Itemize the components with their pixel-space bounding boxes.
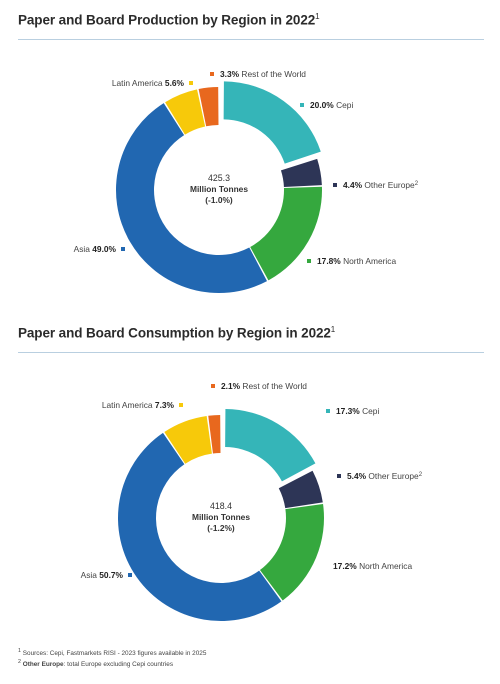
center-text-2: Million Tonnes bbox=[192, 512, 250, 522]
name-latin-america: Latin America bbox=[102, 400, 155, 410]
name-north-america: North America bbox=[341, 256, 397, 266]
slice-north-america bbox=[250, 186, 322, 281]
svg-text:Latin America 5.6%: Latin America 5.6% bbox=[112, 78, 185, 88]
legend-marker-asia bbox=[121, 247, 125, 251]
svg-text:Latin America 7.3%: Latin America 7.3% bbox=[102, 400, 175, 410]
legend-marker-latin-america bbox=[189, 81, 193, 85]
svg-text:17.8% North America: 17.8% North America bbox=[317, 256, 396, 266]
legend-marker-rest-of-the-world bbox=[211, 384, 215, 388]
legend-marker-cepi bbox=[300, 103, 304, 107]
chart-1-rule bbox=[18, 39, 484, 40]
svg-text:Asia 49.0%: Asia 49.0% bbox=[74, 244, 117, 254]
center-text-3: (-1.2%) bbox=[207, 523, 235, 533]
value-north-america: 17.2% bbox=[333, 561, 357, 571]
legend-marker-other-europe bbox=[337, 474, 341, 478]
center-text-3: (-1.0%) bbox=[205, 195, 233, 205]
label-cepi: 17.3% Cepi bbox=[326, 406, 379, 416]
label-latin-america: Latin America 5.6% bbox=[112, 78, 193, 88]
legend-marker-rest-of-the-world bbox=[210, 72, 214, 76]
center-text-1: 418.4 bbox=[210, 501, 232, 511]
label-north-america: 17.8% North America bbox=[307, 256, 396, 266]
slice-asia bbox=[115, 103, 268, 294]
name-other-europe: Other Europe bbox=[362, 180, 415, 190]
label-asia: Asia 50.7% bbox=[81, 570, 132, 580]
name-rest-of-the-world: Rest of the World bbox=[240, 381, 307, 391]
svg-text:17.3% Cepi: 17.3% Cepi bbox=[336, 406, 379, 416]
svg-text:17.2% North America: 17.2% North America bbox=[333, 561, 412, 571]
value-latin-america: 7.3% bbox=[155, 400, 175, 410]
name-rest-of-the-world: Rest of the World bbox=[239, 69, 306, 79]
legend-marker-asia bbox=[128, 573, 132, 577]
footnote-2: 2 Other Europe: total Europe excluding C… bbox=[18, 659, 174, 669]
center-text-1: 425.3 bbox=[208, 173, 230, 183]
svg-text:2.1% Rest of the World: 2.1% Rest of the World bbox=[221, 381, 307, 391]
sup-other-europe: 2 bbox=[415, 181, 419, 187]
label-rest-of-the-world: 2.1% Rest of the World bbox=[211, 381, 307, 391]
chart-2-title: Paper and Board Consumption by Region in… bbox=[18, 325, 336, 341]
name-asia: Asia bbox=[81, 570, 100, 580]
name-latin-america: Latin America bbox=[112, 78, 165, 88]
label-latin-america: Latin America 7.3% bbox=[102, 400, 183, 410]
value-rest-of-the-world: 2.1% bbox=[221, 381, 241, 391]
slice-rest-of-the-world bbox=[198, 87, 219, 127]
svg-text:Asia 50.7%: Asia 50.7% bbox=[81, 570, 124, 580]
label-asia: Asia 49.0% bbox=[74, 244, 125, 254]
footnotes: 1 Sources: Cepi, Fastmarkets RISI - 2023… bbox=[18, 647, 206, 669]
slice-rest-of-the-world bbox=[208, 415, 221, 454]
slice-latin-america bbox=[165, 89, 206, 135]
label-rest-of-the-world: 3.3% Rest of the World bbox=[210, 69, 306, 79]
label-other-europe: 5.4% Other Europe2 bbox=[337, 471, 423, 481]
name-north-america: North America bbox=[357, 561, 413, 571]
label-north-america: 17.2% North America bbox=[333, 561, 412, 571]
chart-1-title: Paper and Board Production by Region in … bbox=[18, 12, 320, 28]
slice-other-europe bbox=[278, 470, 323, 509]
value-cepi: 20.0% bbox=[310, 100, 334, 110]
name-other-europe: Other Europe bbox=[366, 471, 419, 481]
name-cepi: Cepi bbox=[360, 406, 380, 416]
value-asia: 49.0% bbox=[92, 244, 116, 254]
chart-2-rule bbox=[18, 352, 484, 353]
value-asia: 50.7% bbox=[99, 570, 123, 580]
slice-north-america bbox=[259, 503, 325, 601]
name-asia: Asia bbox=[74, 244, 93, 254]
value-other-europe: 4.4% bbox=[343, 180, 363, 190]
value-rest-of-the-world: 3.3% bbox=[220, 69, 240, 79]
svg-text:3.3% Rest of the World: 3.3% Rest of the World bbox=[220, 69, 306, 79]
legend-marker-latin-america bbox=[179, 403, 183, 407]
name-cepi: Cepi bbox=[334, 100, 354, 110]
label-other-europe: 4.4% Other Europe2 bbox=[333, 180, 419, 190]
value-other-europe: 5.4% bbox=[347, 471, 367, 481]
value-cepi: 17.3% bbox=[336, 406, 360, 416]
slice-cepi bbox=[225, 409, 316, 482]
legend-marker-cepi bbox=[326, 409, 330, 413]
consumption-donut-chart: 17.3% Cepi 5.4% Other Europe2 17.2% North … bbox=[81, 381, 423, 621]
svg-text:20.0% Cepi: 20.0% Cepi bbox=[310, 100, 353, 110]
sup-other-europe: 2 bbox=[419, 472, 423, 478]
production-donut-chart: 20.0% Cepi 4.4% Other Europe2 17.8% North … bbox=[74, 69, 419, 294]
slice-asia bbox=[118, 432, 282, 621]
label-cepi: 20.0% Cepi bbox=[300, 100, 353, 110]
slice-other-europe bbox=[280, 158, 322, 187]
value-north-america: 17.8% bbox=[317, 256, 341, 266]
svg-text:5.4% Other Europe2: 5.4% Other Europe2 bbox=[347, 471, 423, 481]
legend-marker-other-europe bbox=[333, 183, 337, 187]
footnote-1: 1 Sources: Cepi, Fastmarkets RISI - 2023… bbox=[18, 648, 207, 658]
slice-latin-america bbox=[164, 416, 212, 464]
legend-marker-north-america bbox=[307, 259, 311, 263]
center-text-2: Million Tonnes bbox=[190, 184, 248, 194]
value-latin-america: 5.6% bbox=[165, 78, 185, 88]
slice-cepi bbox=[223, 81, 321, 164]
svg-text:4.4% Other Europe2: 4.4% Other Europe2 bbox=[343, 180, 419, 190]
